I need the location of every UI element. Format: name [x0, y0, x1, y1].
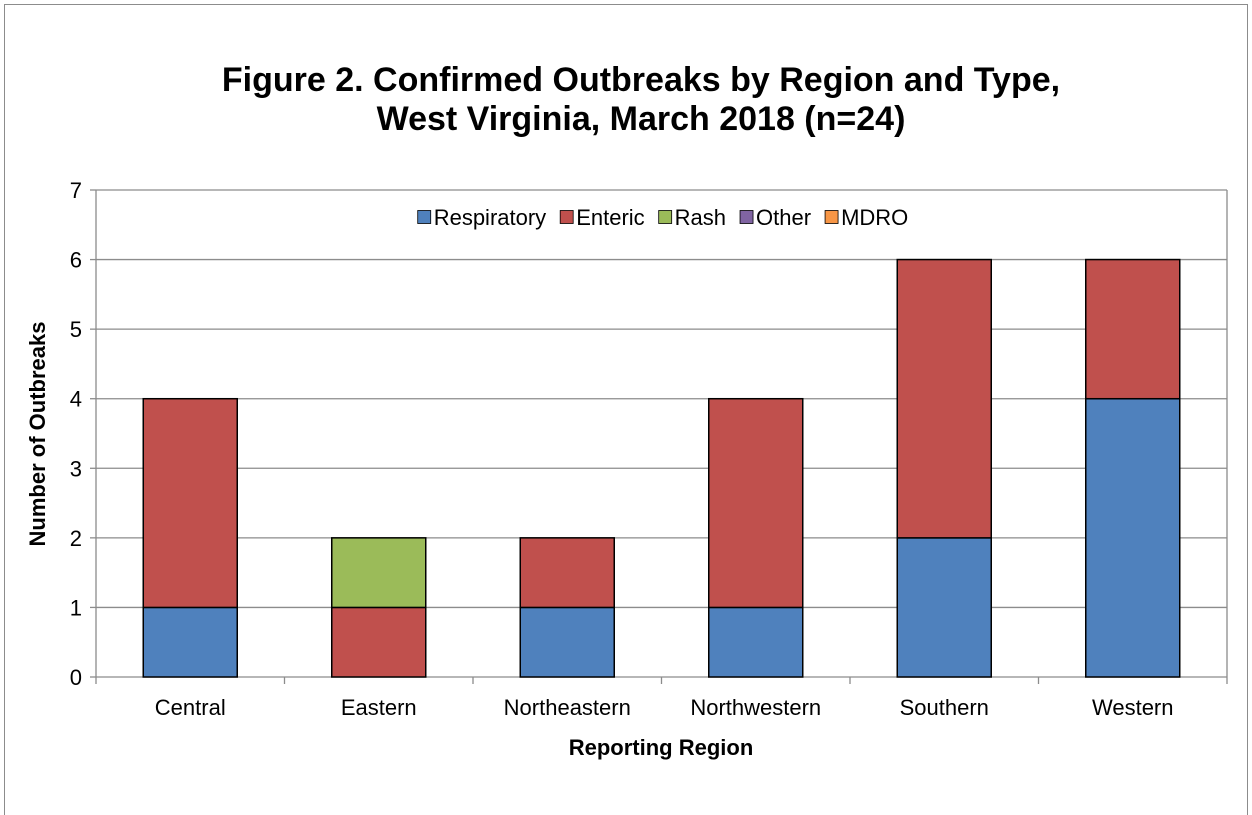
legend-swatch-mdro: [824, 210, 839, 224]
x-tick-label: Northeastern: [504, 695, 631, 720]
legend-swatch-other: [739, 210, 754, 224]
x-tick-label: Eastern: [341, 695, 417, 720]
bar-enteric-western: [1085, 258, 1181, 400]
plot-area: 0 1 2 3 4 5 6 7 Central Eastern Northeastern Northw…: [70, 178, 1228, 720]
legend-swatch-respiratory: [417, 210, 432, 224]
x-tick-label: Western: [1092, 695, 1174, 720]
bar-respiratory-northwestern: [708, 606, 804, 678]
x-axis-title: Reporting Region: [569, 735, 754, 760]
bar-rash-eastern: [331, 537, 427, 609]
legend-label: Other: [756, 205, 811, 230]
legend-label: Respiratory: [434, 205, 546, 230]
bar-respiratory-central: [142, 606, 238, 678]
bar-enteric-eastern: [331, 606, 427, 678]
legend-label: Rash: [675, 205, 726, 230]
bar-respiratory-southern: [896, 537, 992, 678]
x-tick-label: Southern: [900, 695, 989, 720]
bar-enteric-central: [142, 397, 238, 609]
x-tick-label: Northwestern: [690, 695, 821, 720]
bar-enteric-southern: [896, 258, 992, 539]
legend: Respiratory Enteric Rash Other MDRO: [417, 205, 908, 230]
bar-respiratory-western: [1085, 397, 1181, 678]
bar-enteric-northeastern: [519, 537, 615, 609]
y-axis-title: Number of Outbreaks: [25, 322, 50, 547]
y-tick-label: 5: [70, 317, 82, 342]
legend-label: Enteric: [576, 205, 644, 230]
bar-respiratory-northeastern: [519, 606, 615, 678]
legend-swatch-rash: [658, 210, 673, 224]
y-tick-label: 0: [70, 665, 82, 690]
y-tick-label: 2: [70, 526, 82, 551]
y-tick-label: 4: [70, 387, 82, 412]
y-tick-label: 3: [70, 456, 82, 481]
bar-enteric-northwestern: [708, 397, 804, 609]
y-tick-label: 1: [70, 595, 82, 620]
chart-title-line2: West Virginia, March 2018 (n=24): [377, 100, 906, 138]
y-tick-label: 7: [70, 178, 82, 203]
x-tick-label: Central: [155, 695, 226, 720]
chart-title-line1: Figure 2. Confirmed Outbreaks by Region …: [222, 61, 1060, 99]
y-tick-label: 6: [70, 248, 82, 273]
legend-swatch-enteric: [559, 210, 574, 224]
legend-label: MDRO: [841, 205, 908, 230]
